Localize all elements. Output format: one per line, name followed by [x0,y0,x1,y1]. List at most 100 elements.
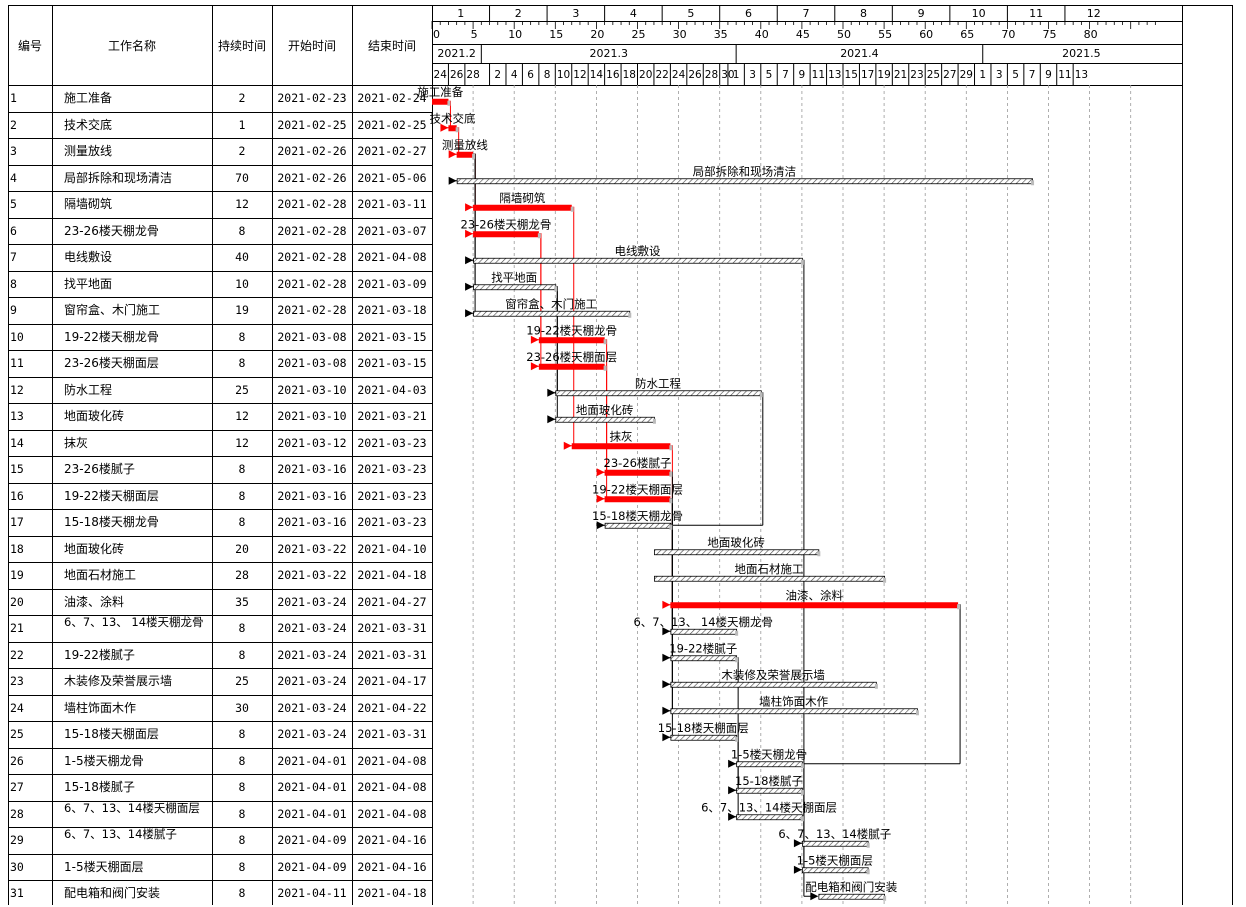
cell-start: 2021-02-28 [277,223,347,238]
cell-id: 16 [10,488,24,503]
day-label: 24 [672,69,686,81]
cell-end: 2021-04-03 [357,382,427,397]
task-bar-critical [670,602,959,609]
cell-start: 2021-03-16 [277,515,347,529]
bar-shadow [883,895,887,901]
bar-shadow [800,816,804,822]
cell-id: 29 [10,833,24,847]
cell-name: 找平地面 [64,276,113,291]
cell-duration: 2 [238,91,246,105]
task-bar-critical [604,496,671,503]
link-arrow [728,786,737,795]
task-bar [670,734,738,741]
ruler-label: 60 [919,28,933,41]
task-bar-label: 15-18楼腻子 [735,774,803,788]
cell-end: 2021-04-18 [357,886,427,900]
cell-duration: 8 [238,329,246,344]
cell-end: 2021-04-18 [357,568,427,582]
day-label: 28 [466,69,479,81]
task-bar-label: 19-22楼天棚龙骨 [526,323,617,337]
bar-shadow [554,286,558,292]
cell-id: 9 [10,303,17,317]
cell-name: 墙柱饰面木作 [64,700,137,715]
cell-duration: 12 [235,409,249,423]
cell-name: 1-5楼天棚龙骨 [64,753,144,768]
cell-end: 2021-04-17 [357,674,427,688]
task-bar-label: 15-18楼天棚面层 [658,721,749,735]
day-label: 17 [861,69,874,81]
cell-start: 2021-03-22 [277,568,347,582]
link-arrow [810,892,819,901]
task-bar [670,708,918,715]
cell-duration: 8 [238,806,246,821]
cell-name: 局部拆除和现场清洁 [64,170,173,185]
header-duration: 持续时间 [217,38,266,53]
month-label: 2021.3 [589,47,628,60]
cell-end: 2021-04-16 [357,833,427,847]
bar-shadow [669,445,673,451]
link-arrow [596,468,605,477]
cell-id: 17 [10,515,24,529]
bar-shadow [759,392,763,398]
task-bar-label: 6、7、13、 14楼天棚龙骨 [633,615,773,629]
day-label: 9 [799,69,806,81]
cell-id: 22 [10,647,24,662]
week-label: 10 [972,7,986,20]
bar-shadow [669,524,673,530]
task-bar-label: 23-26楼天棚龙骨 [461,217,552,231]
cell-end: 2021-03-23 [357,462,427,476]
cell-end: 2021-04-10 [357,541,427,556]
cell-duration: 8 [238,223,246,238]
task-bar-label: 抹灰 [610,429,633,443]
ruler-label: 25 [632,28,646,41]
bar-shadow [800,789,804,795]
cell-id: 28 [10,806,24,821]
cell-name: 15-18楼腻子 [64,780,135,794]
task-bar [670,628,738,635]
cell-name: 23-26楼天棚龙骨 [64,223,159,238]
cell-end: 2021-03-15 [357,329,427,344]
cell-duration: 30 [235,700,249,715]
task-bar-label: 6、7、13、14楼腻子 [778,827,891,841]
dependency-link [604,365,608,499]
task-bar [670,655,738,662]
link-arrow [465,309,474,318]
link-arrow [465,282,474,291]
cell-start: 2021-03-08 [277,329,347,344]
cell-start: 2021-03-24 [277,594,347,609]
task-bar-label: 配电箱和阀门安装 [805,880,897,894]
week-label: 3 [572,7,579,20]
day-label: 8 [544,69,551,81]
cell-name: 技术交底 [64,117,113,132]
week-label: 2 [515,7,522,20]
bar-shadow [800,259,804,265]
cell-name: 防水工程 [64,382,113,397]
bar-shadow [883,577,887,583]
cell-duration: 8 [238,356,246,370]
cell-id: 30 [10,859,24,874]
day-label: 19 [877,69,890,81]
cell-name: 15-18楼天棚面层 [64,727,159,741]
ruler-label: 0 [433,28,440,41]
link-arrow [596,521,605,530]
cell-duration: 8 [238,515,246,529]
month-label: 2021.5 [1062,47,1101,60]
cell-name: 油漆、涂料 [64,594,125,609]
task-bar-label: 电线敷设 [615,244,661,258]
cell-start: 2021-03-22 [277,541,347,556]
cell-id: 26 [10,753,24,768]
day-label: 5 [766,69,773,81]
cell-start: 2021-03-24 [277,674,347,688]
task-bar [802,867,869,874]
day-label: 1 [733,69,740,81]
cell-end: 2021-04-22 [357,700,427,715]
task-bar-label: 油漆、涂料 [785,588,843,602]
cell-end: 2021-04-27 [357,594,427,609]
cell-id: 5 [10,197,17,211]
cell-end: 2021-03-15 [357,356,427,370]
header-name: 工作名称 [107,38,156,53]
task-bar-label: 1-5楼天棚龙骨 [731,747,807,761]
cell-duration: 8 [238,647,246,662]
week-label: 9 [918,7,925,20]
cell-duration: 8 [238,727,246,741]
